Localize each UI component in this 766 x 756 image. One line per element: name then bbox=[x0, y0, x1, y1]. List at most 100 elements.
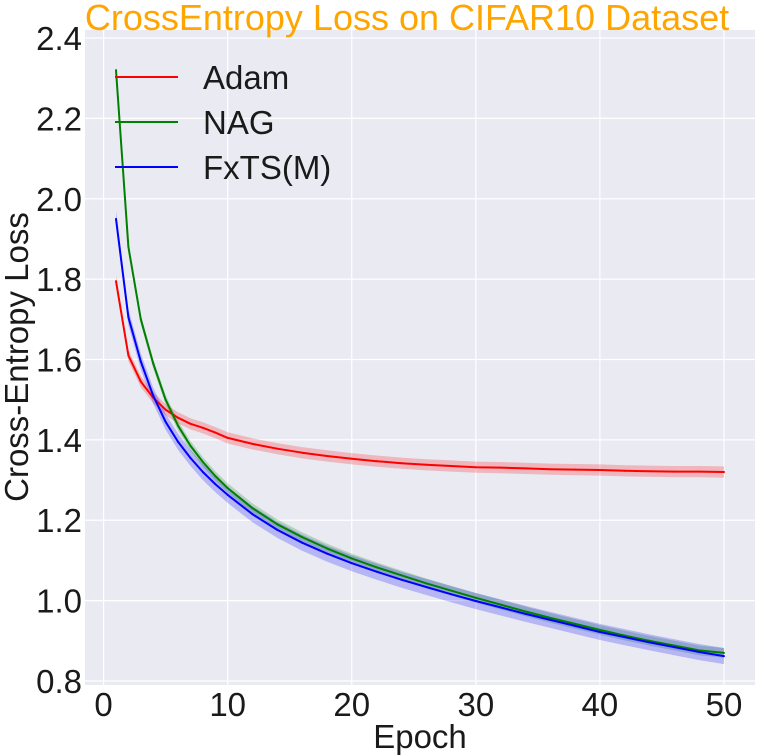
line-series-1 bbox=[115, 70, 725, 654]
y-tick-label: 1.0 bbox=[36, 583, 82, 620]
data-point bbox=[425, 585, 428, 588]
y-tick-label: 1.4 bbox=[36, 422, 82, 459]
y-axis-label: Cross-Entropy Loss bbox=[0, 212, 35, 502]
data-point bbox=[276, 528, 279, 531]
data-point bbox=[722, 655, 725, 658]
data-point bbox=[177, 424, 180, 427]
data-point bbox=[164, 408, 167, 411]
data-point bbox=[189, 456, 192, 459]
series-lines bbox=[115, 69, 725, 658]
data-point bbox=[375, 566, 378, 569]
chart-title: CrossEntropy Loss on CIFAR10 Dataset bbox=[85, 0, 729, 38]
data-point bbox=[499, 603, 502, 606]
data-point bbox=[524, 612, 527, 615]
data-point bbox=[152, 394, 155, 397]
data-point bbox=[276, 447, 279, 450]
data-point bbox=[598, 628, 601, 631]
y-tick-label: 2.2 bbox=[36, 100, 82, 137]
data-point bbox=[139, 318, 142, 321]
data-point bbox=[115, 69, 118, 72]
legend-label-adam: Adam bbox=[203, 59, 289, 96]
data-point bbox=[201, 471, 204, 474]
line-series-0 bbox=[115, 281, 725, 473]
data-point bbox=[127, 354, 130, 357]
y-tick-label: 2.0 bbox=[36, 181, 82, 218]
data-point bbox=[325, 547, 328, 550]
line-series-2 bbox=[115, 218, 725, 658]
legend-label-nag: NAG bbox=[203, 104, 275, 141]
data-point bbox=[400, 574, 403, 577]
data-point bbox=[598, 469, 601, 472]
data-point bbox=[350, 562, 353, 565]
data-point bbox=[450, 589, 453, 592]
y-tick-label: 1.2 bbox=[36, 502, 82, 539]
data-point bbox=[164, 420, 167, 423]
data-point bbox=[177, 440, 180, 443]
data-point bbox=[201, 426, 204, 429]
y-tick-label: 0.8 bbox=[36, 663, 82, 700]
data-point bbox=[251, 442, 254, 445]
data-point bbox=[214, 431, 217, 434]
data-point bbox=[400, 578, 403, 581]
data-point bbox=[226, 436, 229, 439]
data-point bbox=[152, 362, 155, 365]
data-point bbox=[251, 513, 254, 516]
data-point bbox=[474, 466, 477, 469]
data-point bbox=[276, 523, 279, 526]
y-tick-label: 1.8 bbox=[36, 261, 82, 298]
data-point bbox=[673, 470, 676, 473]
data-point bbox=[164, 398, 167, 401]
x-tick-label: 30 bbox=[457, 686, 494, 723]
data-point bbox=[623, 469, 626, 472]
plot-background bbox=[85, 30, 755, 685]
legend: Adam NAG FxTS(M) bbox=[115, 59, 331, 186]
data-point bbox=[189, 444, 192, 447]
data-point bbox=[450, 593, 453, 596]
data-point bbox=[673, 646, 676, 649]
data-point bbox=[598, 630, 601, 633]
data-point bbox=[139, 380, 142, 383]
data-point bbox=[375, 460, 378, 463]
x-tick-label: 50 bbox=[706, 686, 743, 723]
data-point bbox=[350, 557, 353, 560]
data-point bbox=[549, 616, 552, 619]
data-point bbox=[350, 457, 353, 460]
data-point bbox=[115, 217, 118, 220]
data-point bbox=[623, 634, 626, 637]
grid bbox=[85, 30, 755, 685]
data-point bbox=[214, 483, 217, 486]
data-point bbox=[722, 651, 725, 654]
tick-labels: 0 10 20 30 40 50 0.8 1.0 1.2 1.4 1.6 1.8 2.0 2.2 2.4 bbox=[36, 20, 742, 723]
x-tick-label: 10 bbox=[209, 686, 246, 723]
y-tick-label: 1.6 bbox=[36, 342, 82, 379]
data-point bbox=[574, 468, 577, 471]
data-point bbox=[375, 570, 378, 573]
data-point bbox=[301, 451, 304, 454]
data-point bbox=[574, 624, 577, 627]
data-point bbox=[177, 416, 180, 419]
data-point bbox=[549, 618, 552, 621]
data-point bbox=[623, 636, 626, 639]
data-point bbox=[499, 466, 502, 469]
data-point bbox=[698, 651, 701, 654]
legend-label-fxts: FxTS(M) bbox=[203, 149, 331, 186]
data-point bbox=[226, 493, 229, 496]
data-point bbox=[524, 610, 527, 613]
data-point bbox=[251, 507, 254, 510]
data-point bbox=[139, 360, 142, 363]
x-tick-label: 20 bbox=[333, 686, 370, 723]
data-point bbox=[648, 641, 651, 644]
data-point bbox=[474, 600, 477, 603]
data-point bbox=[524, 467, 527, 470]
data-point bbox=[115, 280, 118, 283]
data-point bbox=[127, 316, 130, 319]
data-point bbox=[549, 468, 552, 471]
data-point bbox=[474, 596, 477, 599]
data-point bbox=[400, 462, 403, 465]
data-point bbox=[301, 541, 304, 544]
data-point bbox=[226, 487, 229, 490]
data-point bbox=[450, 464, 453, 467]
data-point bbox=[499, 606, 502, 609]
x-axis-label: Epoch bbox=[373, 718, 467, 755]
